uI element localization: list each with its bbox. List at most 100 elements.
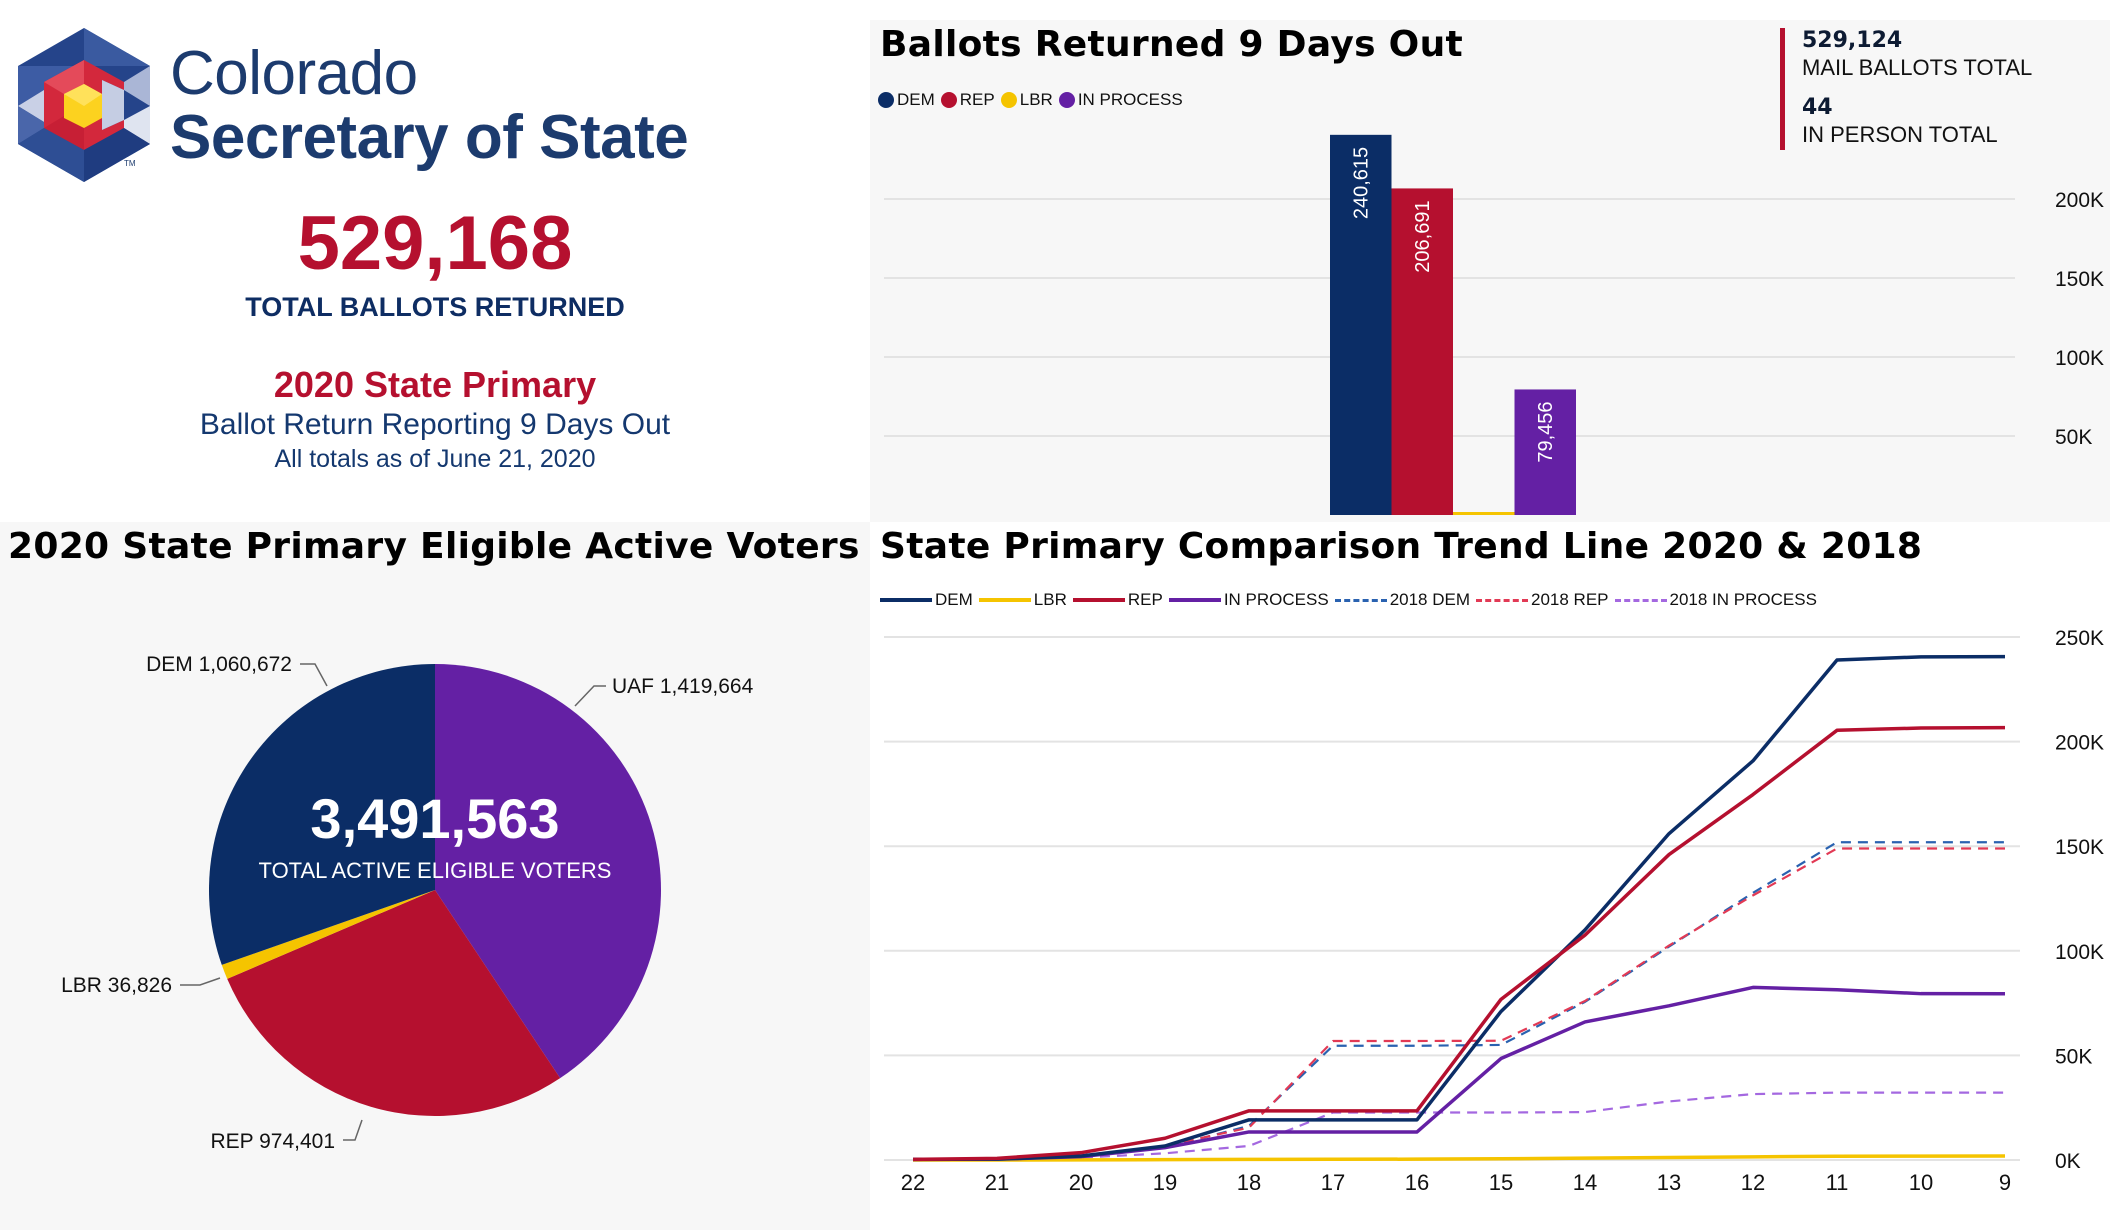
series-line-in-process-2018 [912, 1091, 2005, 1161]
pie-center-label: TOTAL ACTIVE ELIGIBLE VOTERS [259, 858, 612, 883]
mail-ballots-label: MAIL BALLOTS TOTAL [1802, 55, 2033, 80]
brand-colorado: Colorado [170, 39, 418, 108]
x-tick-label: 16 [1405, 1170, 1429, 1195]
y-tick-label: 50K [2055, 426, 2092, 449]
legend-swatch [978, 598, 1031, 602]
bar-data-label: 240,615 [1351, 147, 1373, 219]
legend-label: DEM [897, 90, 935, 109]
legend-item-dem: DEM [878, 90, 935, 110]
legend-dot-lbr [1000, 92, 1017, 108]
legend-label: LBR [1019, 90, 1053, 109]
legend-item-rep: REP [1072, 590, 1163, 610]
series-line-rep-2018 [912, 847, 2005, 1161]
legend-swatch [1334, 598, 1387, 602]
pie-slice-label: UAF 1,419,664 [612, 675, 754, 698]
y-tick-label: 250K [2055, 627, 2104, 650]
legend-item-rep-2018: 2018 REP [1476, 590, 1609, 610]
legend-label: 2018 DEM [1389, 590, 1471, 609]
x-tick-label: 9 [1999, 1170, 2011, 1195]
x-tick-label: 10 [1909, 1170, 1933, 1195]
pie-slice-label: DEM 1,060,672 [146, 653, 292, 676]
y-tick-label: 0K [2055, 1150, 2081, 1173]
bar-chart-title: Ballots Returned 9 Days Out [880, 24, 1464, 65]
x-tick-label: 22 [901, 1170, 925, 1195]
legend-label: REP [959, 90, 995, 109]
legend-label: 2018 IN PROCESS [1669, 590, 1817, 609]
x-tick-label: 19 [1153, 1170, 1177, 1195]
y-tick-label: 200K [2055, 189, 2104, 212]
line-chart-legend: DEM LBR REP IN PROCESS 2018 DEM 2018 REP 2018 … [880, 590, 1823, 610]
total-ballots-label: TOTAL BALLOTS RETURNED [245, 292, 625, 322]
total-ballots-value: 529,168 [297, 201, 573, 286]
x-tick-label: 13 [1657, 1170, 1681, 1195]
pie-center-value: 3,491,563 [310, 787, 559, 850]
x-tick-label: 14 [1573, 1170, 1597, 1195]
legend-dot-in-process [1058, 92, 1075, 108]
y-tick-label: 150K [2055, 268, 2104, 291]
series-line-lbr [913, 1154, 2006, 1162]
x-tick-label: 15 [1489, 1170, 1513, 1195]
legend-swatch [880, 598, 932, 602]
bar-chart-legend: DEM REP LBR IN PROCESS [878, 90, 1189, 110]
series-line-dem [912, 654, 2006, 1162]
pie-leader-line [343, 1119, 363, 1141]
series-line-in-process [912, 985, 2006, 1162]
legend-label: LBR [1033, 590, 1067, 609]
legend-item-in-process: IN PROCESS [1058, 90, 1183, 110]
trademark-mark: TM [124, 159, 136, 168]
in-person-total: 44 [1802, 95, 1833, 120]
y-tick-label: 150K [2055, 836, 2104, 859]
as-of-date: All totals as of June 21, 2020 [274, 445, 596, 473]
x-tick-label: 20 [1069, 1170, 1093, 1195]
bar-chart-panel [870, 20, 2110, 522]
legend-label: REP [1127, 590, 1163, 609]
legend-item-lbr: LBR [978, 590, 1067, 610]
pie-slice-label: REP 974,401 [210, 1130, 335, 1153]
legend-item-lbr: LBR [1000, 90, 1053, 110]
legend-item-dem-2018: 2018 DEM [1334, 590, 1471, 610]
bar-chart: 50K 100K 150K 200K 240,615 206,691 79,456 [884, 134, 2104, 515]
y-tick-label: 200K [2055, 732, 2104, 755]
legend-dot-dem [878, 92, 894, 108]
legend-item-in-process: IN PROCESS [1168, 590, 1329, 610]
pie-leader-line [300, 663, 328, 687]
x-tick-label: 18 [1237, 1170, 1261, 1195]
x-tick-label: 17 [1321, 1170, 1345, 1195]
bar-dem [1330, 134, 1392, 515]
pie-leader-line [180, 977, 221, 986]
bar-in-process [1514, 389, 1576, 515]
y-tick-label: 100K [2055, 941, 2104, 964]
line-chart: 0K 50K 100K 150K 200K 250K 22 21 20 19 18 17 16 15 14 1… [884, 627, 2104, 1195]
pie-slice-uaf [435, 664, 662, 1079]
pie-slice-lbr [221, 890, 435, 979]
legend-dot-rep [940, 92, 957, 108]
pie-chart: UAF 1,419,664 REP 974,401 LBR 36,826 DEM 1,… [61, 653, 754, 1153]
legend-label: DEM [935, 590, 973, 609]
legend-item-rep: REP [940, 90, 995, 110]
reporting-period: Ballot Return Reporting 9 Days Out [199, 408, 671, 441]
legend-label: IN PROCESS [1223, 590, 1329, 609]
pie-slice-rep [227, 890, 561, 1116]
legend-label: IN PROCESS [1077, 90, 1183, 109]
x-tick-label: 21 [985, 1170, 1009, 1195]
ballot-totals-box: 529,124 MAIL BALLOTS TOTAL 44 IN PERSON … [1780, 28, 2090, 150]
bar-rep [1391, 188, 1453, 515]
election-name: 2020 State Primary [273, 364, 597, 405]
legend-item-in-process-2018: 2018 IN PROCESS [1614, 590, 1817, 610]
bar-data-label: 206,691 [1412, 200, 1434, 272]
pie-slice-label: LBR 36,826 [61, 974, 172, 997]
pie-chart-title: 2020 State Primary Eligible Active Voter… [8, 526, 860, 567]
bar-lbr [1453, 512, 1515, 515]
y-tick-label: 100K [2055, 347, 2104, 370]
in-person-label: IN PERSON TOTAL [1802, 122, 1998, 147]
mail-ballots-total: 529,124 [1802, 28, 1903, 53]
legend-swatch [1072, 598, 1125, 602]
line-chart-title: State Primary Comparison Trend Line 2020… [880, 526, 1923, 567]
x-tick-label: 11 [1826, 1170, 1849, 1195]
colorado-sos-logo-icon: TM [18, 28, 150, 182]
accent-bar [1780, 28, 1785, 150]
series-line-dem-2018 [912, 841, 2005, 1161]
bar-data-label: 79,456 [1535, 401, 1557, 462]
legend-swatch [1614, 598, 1667, 602]
legend-item-dem: DEM [880, 590, 973, 610]
